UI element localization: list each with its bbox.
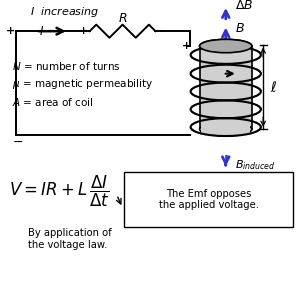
Text: $A$ = area of coil: $A$ = area of coil [12, 96, 94, 108]
Text: $V = IR + L\,\dfrac{\Delta I}{\Delta t}$: $V = IR + L\,\dfrac{\Delta I}{\Delta t}$ [9, 174, 110, 209]
Text: $\Delta B$: $\Delta B$ [235, 0, 253, 12]
Bar [201, 66, 250, 81]
Text: $\mu$ = magnetic permeability: $\mu$ = magnetic permeability [12, 77, 153, 91]
Text: $N$ = number of turns: $N$ = number of turns [12, 60, 120, 72]
Text: $R$: $R$ [118, 12, 127, 25]
Text: $I$  increasing: $I$ increasing [30, 5, 99, 19]
Bar [201, 48, 250, 62]
Bar [201, 102, 250, 117]
Bar [201, 84, 250, 99]
Text: $B_{induced}$: $B_{induced}$ [235, 158, 275, 172]
Text: −: − [181, 129, 192, 142]
Text: +: + [182, 41, 191, 51]
Text: +: + [6, 26, 15, 36]
Ellipse shape [200, 40, 252, 53]
Text: $B$: $B$ [235, 22, 245, 35]
Text: +: + [79, 26, 88, 36]
FancyBboxPatch shape [124, 172, 293, 227]
Text: By application of
the voltage law.: By application of the voltage law. [28, 228, 112, 250]
Text: $\ell$: $\ell$ [270, 80, 277, 95]
Ellipse shape [200, 40, 252, 53]
Text: $I$: $I$ [39, 25, 45, 38]
Bar [201, 120, 250, 135]
Bar [200, 46, 252, 129]
Ellipse shape [200, 123, 252, 136]
Text: The Emf opposes
the applied voltage.: The Emf opposes the applied voltage. [159, 189, 259, 210]
Text: −: − [13, 136, 23, 149]
Text: −: − [155, 25, 165, 38]
